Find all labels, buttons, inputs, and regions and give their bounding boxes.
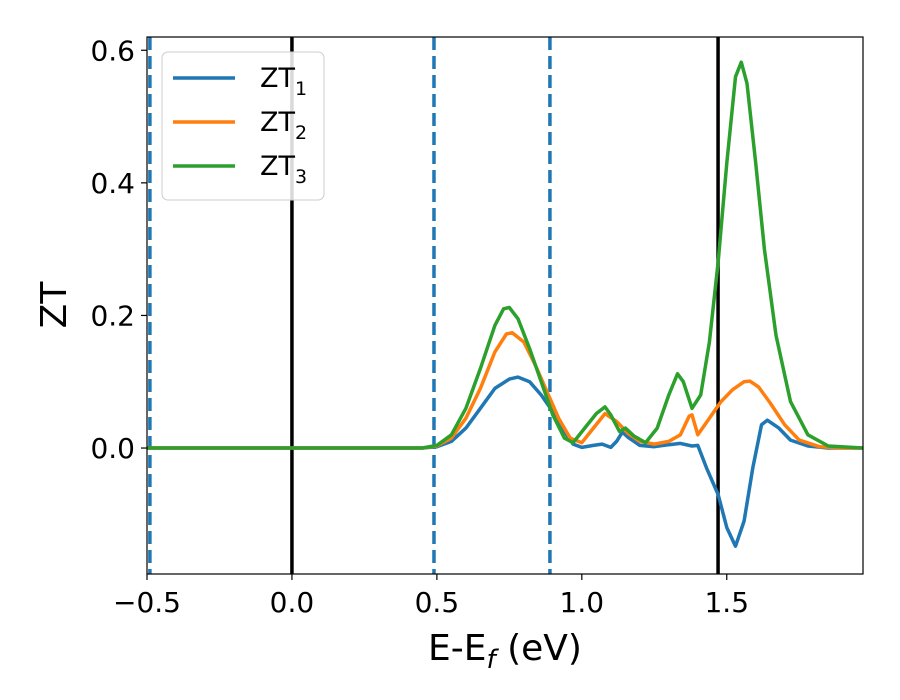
- x-tick-label-4: 1.5: [704, 586, 749, 619]
- x-axis-label: E-Ef (eV): [428, 628, 582, 675]
- legend-label-zt1: ZT1: [260, 63, 307, 100]
- x-tick-label-3: 1.0: [560, 586, 605, 619]
- series-line-zt3: [147, 60, 863, 450]
- y-tick-label-1: 0.2: [90, 299, 135, 332]
- x-axis-ticks: −0.5 0.0 0.5 1.0 1.5: [113, 574, 749, 619]
- series-line-zt1: [147, 375, 863, 548]
- x-tick-label-2: 0.5: [415, 586, 460, 619]
- y-tick-label-0: 0.0: [90, 432, 135, 465]
- legend-label-zt3: ZT3: [260, 151, 307, 188]
- y-tick-label-3: 0.6: [90, 34, 135, 67]
- legend-label-zt2: ZT2: [260, 107, 307, 144]
- x-tick-label-1: 0.0: [270, 586, 315, 619]
- plot-frame: [146, 36, 864, 575]
- y-axis-ticks: 0.0 0.2 0.4 0.6: [90, 34, 147, 465]
- x-tick-label-0: −0.5: [113, 586, 181, 619]
- y-tick-label-2: 0.4: [90, 167, 135, 200]
- legend-box: [161, 51, 325, 201]
- legend: ZT1 ZT2 ZT3: [161, 51, 325, 201]
- series-lines: [147, 60, 863, 548]
- y-axis-label: ZT: [34, 281, 75, 329]
